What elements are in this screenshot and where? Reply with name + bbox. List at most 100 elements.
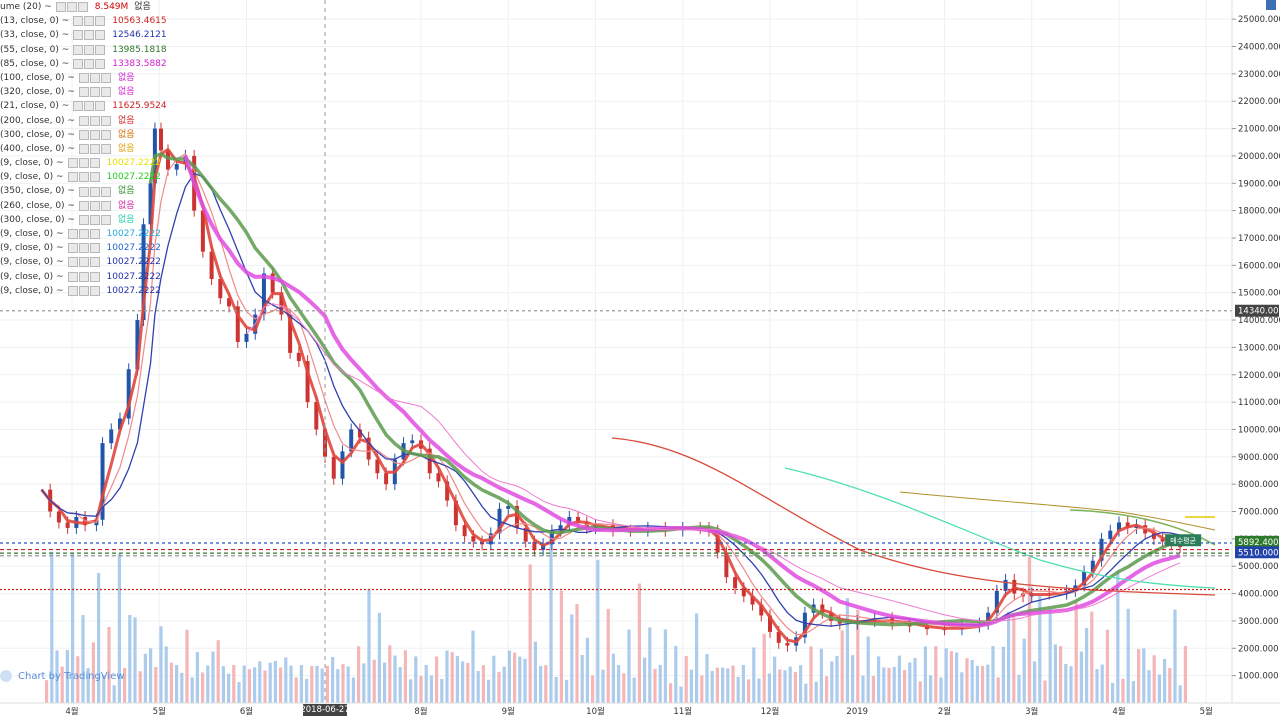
settings-icon[interactable] <box>78 229 89 240</box>
close-icon[interactable] <box>89 243 100 254</box>
settings-icon[interactable] <box>89 186 100 197</box>
close-icon[interactable] <box>100 186 111 197</box>
visibility-icon[interactable] <box>73 30 84 41</box>
close-icon[interactable] <box>100 73 111 84</box>
legend-buttons[interactable] <box>73 44 106 55</box>
settings-icon[interactable] <box>89 214 100 225</box>
settings-icon[interactable] <box>66 2 77 13</box>
visibility-icon[interactable] <box>73 44 84 55</box>
settings-icon[interactable] <box>78 257 89 268</box>
visibility-icon[interactable] <box>67 158 78 169</box>
volume-bar <box>1131 681 1135 703</box>
legend-buttons[interactable] <box>73 16 106 27</box>
visibility-icon[interactable] <box>73 16 84 27</box>
visibility-icon[interactable] <box>67 257 78 268</box>
visibility-icon[interactable] <box>78 186 89 197</box>
legend-buttons[interactable] <box>67 172 101 183</box>
settings-icon[interactable] <box>89 129 100 140</box>
legend-buttons[interactable] <box>67 243 101 254</box>
close-icon[interactable] <box>89 285 100 296</box>
close-icon[interactable] <box>89 158 100 169</box>
close-icon[interactable] <box>95 101 106 112</box>
settings-icon[interactable] <box>84 58 95 69</box>
legend-buttons[interactable] <box>78 129 112 140</box>
close-icon[interactable] <box>100 200 111 211</box>
close-icon[interactable] <box>95 30 106 41</box>
legend-buttons[interactable] <box>78 200 112 211</box>
visibility-icon[interactable] <box>78 87 89 98</box>
legend-buttons[interactable] <box>78 87 112 98</box>
settings-icon[interactable] <box>84 16 95 27</box>
visibility-icon[interactable] <box>67 243 78 254</box>
visibility-icon[interactable] <box>78 214 89 225</box>
legend-buttons[interactable] <box>73 58 106 69</box>
settings-icon[interactable] <box>89 143 100 154</box>
volume-bar <box>700 675 704 703</box>
legend-buttons[interactable] <box>78 214 112 225</box>
volume-bar <box>336 669 340 703</box>
close-icon[interactable] <box>89 172 100 183</box>
legend-study-name: (300, close, 0) ~ <box>0 214 75 225</box>
visibility-icon[interactable] <box>73 58 84 69</box>
visibility-icon[interactable] <box>78 115 89 126</box>
indicator-legend: ume (20) ~ 8.549M 없음 (13, close, 0) ~ 10563.… <box>0 0 167 298</box>
settings-icon[interactable] <box>89 200 100 211</box>
settings-icon[interactable] <box>78 158 89 169</box>
price-tick-label: 13000.000 <box>1238 343 1280 353</box>
close-icon[interactable] <box>89 257 100 268</box>
visibility-icon[interactable] <box>67 285 78 296</box>
legend-buttons[interactable] <box>78 115 112 126</box>
close-icon[interactable] <box>95 58 106 69</box>
visibility-icon[interactable] <box>55 2 66 13</box>
volume-bar <box>726 668 730 703</box>
visibility-icon[interactable] <box>73 101 84 112</box>
settings-icon[interactable] <box>78 243 89 254</box>
settings-icon[interactable] <box>84 44 95 55</box>
settings-icon[interactable] <box>78 285 89 296</box>
close-icon[interactable] <box>95 44 106 55</box>
legend-buttons[interactable] <box>67 158 101 169</box>
price-tick-label: 14000.000 <box>1238 316 1280 326</box>
legend-buttons[interactable] <box>67 229 101 240</box>
close-icon[interactable] <box>89 229 100 240</box>
legend-buttons[interactable] <box>78 143 112 154</box>
close-icon[interactable] <box>95 16 106 27</box>
close-icon[interactable] <box>100 214 111 225</box>
close-icon[interactable] <box>100 129 111 140</box>
close-icon[interactable] <box>89 271 100 282</box>
settings-icon[interactable] <box>78 271 89 282</box>
close-icon[interactable] <box>100 87 111 98</box>
visibility-icon[interactable] <box>67 271 78 282</box>
close-icon[interactable] <box>100 143 111 154</box>
legend-buttons[interactable] <box>78 186 112 197</box>
settings-icon[interactable] <box>89 115 100 126</box>
legend-buttons[interactable] <box>67 285 101 296</box>
legend-buttons[interactable] <box>67 271 101 282</box>
volume-bar <box>393 655 397 703</box>
visibility-icon[interactable] <box>78 143 89 154</box>
visibility-icon[interactable] <box>78 200 89 211</box>
legend-buttons[interactable] <box>73 101 106 112</box>
legend-buttons[interactable] <box>55 2 89 13</box>
legend-buttons[interactable] <box>78 73 112 84</box>
volume-bar <box>403 650 407 703</box>
visibility-icon[interactable] <box>67 172 78 183</box>
scale-settings-icon[interactable] <box>1266 0 1276 10</box>
tradingview-watermark[interactable]: Chart by TradingView <box>0 670 125 682</box>
visibility-icon[interactable] <box>78 73 89 84</box>
time-tick-label: 4월 <box>1112 706 1125 716</box>
visibility-icon[interactable] <box>67 229 78 240</box>
settings-icon[interactable] <box>89 87 100 98</box>
volume-bar <box>289 665 293 703</box>
close-icon[interactable] <box>100 115 111 126</box>
visibility-icon[interactable] <box>78 129 89 140</box>
volume-bar <box>663 629 667 703</box>
legend-buttons[interactable] <box>67 257 101 268</box>
settings-icon[interactable] <box>89 73 100 84</box>
settings-icon[interactable] <box>78 172 89 183</box>
legend-buttons[interactable] <box>73 30 106 41</box>
settings-icon[interactable] <box>84 30 95 41</box>
close-icon[interactable] <box>77 2 88 13</box>
settings-icon[interactable] <box>84 101 95 112</box>
